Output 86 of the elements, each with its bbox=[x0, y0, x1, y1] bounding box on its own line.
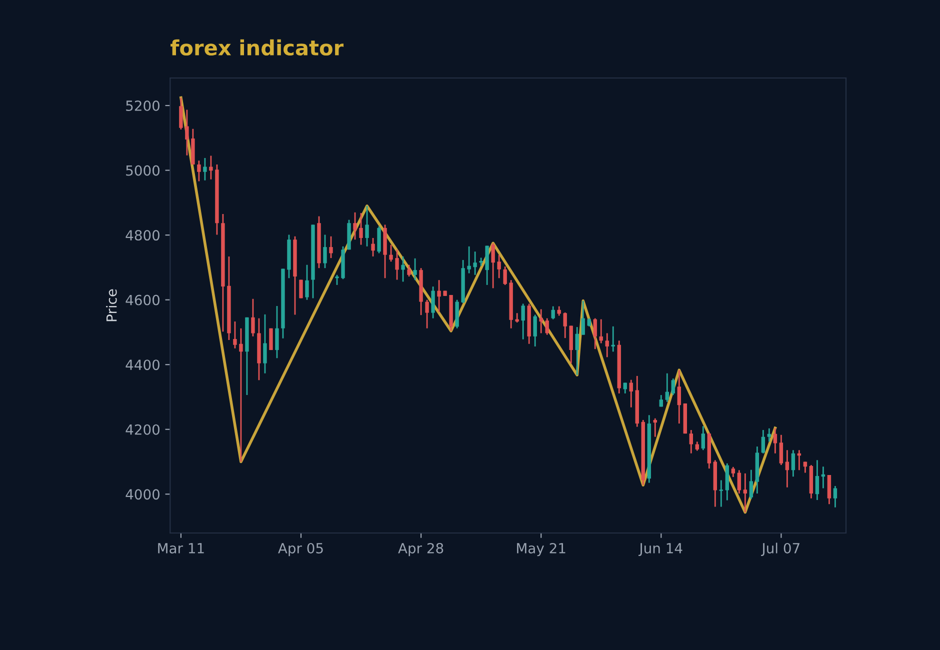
candlestick bbox=[197, 160, 201, 182]
candlestick bbox=[563, 312, 567, 339]
x-tick-label: Apr 28 bbox=[398, 542, 444, 556]
y-tick-label: 4000 bbox=[126, 489, 160, 500]
candlestick bbox=[323, 234, 327, 269]
candlestick bbox=[749, 469, 754, 500]
candlestick bbox=[539, 308, 543, 334]
candlestick bbox=[275, 305, 279, 359]
y-tick-label: 5200 bbox=[126, 100, 160, 111]
candlestick bbox=[815, 459, 820, 501]
y-tick-label: 4600 bbox=[126, 294, 160, 306]
candlestick bbox=[467, 246, 471, 274]
candlestick bbox=[653, 418, 657, 438]
candlestick bbox=[701, 425, 706, 451]
candlestick bbox=[389, 244, 393, 262]
candlestick bbox=[737, 469, 742, 494]
candlestick bbox=[413, 258, 417, 281]
candlestick bbox=[359, 212, 363, 246]
candlestick bbox=[557, 306, 561, 316]
x-tick-label: Jun 14 bbox=[638, 543, 682, 556]
candlestick bbox=[581, 300, 585, 336]
candlestick bbox=[629, 379, 633, 408]
candlestick bbox=[335, 274, 339, 286]
candlestick bbox=[545, 318, 549, 336]
candlestick bbox=[833, 485, 838, 508]
candlestick bbox=[599, 318, 603, 344]
y-tick-label: 4400 bbox=[126, 360, 160, 370]
candlestick bbox=[677, 369, 681, 424]
candlestick bbox=[575, 326, 579, 376]
candlestick bbox=[671, 378, 675, 396]
x-tick-label: Apr 05 bbox=[278, 542, 323, 556]
candlestick bbox=[503, 266, 507, 286]
candlestick bbox=[611, 326, 615, 352]
candlestick bbox=[365, 205, 369, 248]
candlestick bbox=[437, 279, 441, 313]
candlestick bbox=[407, 264, 411, 278]
y-tick-label: 5000 bbox=[126, 165, 160, 176]
candlestick bbox=[305, 264, 309, 301]
candlestick bbox=[743, 472, 748, 513]
candlestick bbox=[329, 236, 333, 259]
candlestick bbox=[689, 429, 693, 454]
candlestick bbox=[395, 248, 399, 280]
candlestick bbox=[479, 257, 483, 267]
chart-title: forex indicator bbox=[170, 39, 344, 56]
candlestick bbox=[593, 318, 597, 350]
candlestick bbox=[203, 157, 207, 182]
candlestick bbox=[515, 312, 519, 324]
candlestick bbox=[767, 428, 772, 442]
candlestick bbox=[665, 372, 669, 403]
candlestick bbox=[533, 314, 537, 348]
y-tick-label: 4800 bbox=[126, 230, 160, 241]
candlestick bbox=[185, 109, 189, 156]
candlestick bbox=[719, 480, 724, 508]
candlestick bbox=[491, 242, 495, 289]
candlestick bbox=[773, 427, 778, 454]
candlestick bbox=[623, 382, 627, 394]
candlestick bbox=[473, 250, 477, 276]
candlestick bbox=[551, 306, 555, 320]
candlestick bbox=[827, 474, 832, 505]
candlestick bbox=[791, 449, 796, 478]
candlestick bbox=[731, 466, 736, 478]
candlestick bbox=[371, 237, 375, 258]
candlestick bbox=[209, 155, 213, 180]
candlestick bbox=[785, 449, 790, 488]
y-axis-title: Price bbox=[106, 289, 117, 322]
candlestick bbox=[425, 299, 429, 330]
candlestick bbox=[521, 303, 525, 340]
candlestick bbox=[779, 434, 784, 466]
candlestick bbox=[401, 256, 405, 282]
candlestick bbox=[353, 212, 357, 240]
candlestick bbox=[239, 328, 243, 462]
line-series bbox=[180, 96, 777, 514]
candlestick bbox=[233, 320, 237, 350]
candlestick bbox=[179, 97, 183, 130]
x-tick-label: Mar 11 bbox=[158, 543, 204, 554]
candlestick bbox=[497, 254, 501, 279]
x-tick-label: Jul 07 bbox=[761, 542, 800, 556]
candlestick bbox=[761, 429, 766, 454]
candlestick bbox=[251, 298, 255, 338]
candlestick bbox=[263, 314, 267, 374]
candlestick bbox=[605, 332, 609, 358]
candlestick bbox=[695, 440, 700, 452]
candlestick bbox=[431, 286, 435, 319]
x-tick-label: May 21 bbox=[517, 542, 566, 556]
candlestick bbox=[377, 226, 381, 254]
y-tick-label: 4200 bbox=[126, 424, 160, 435]
